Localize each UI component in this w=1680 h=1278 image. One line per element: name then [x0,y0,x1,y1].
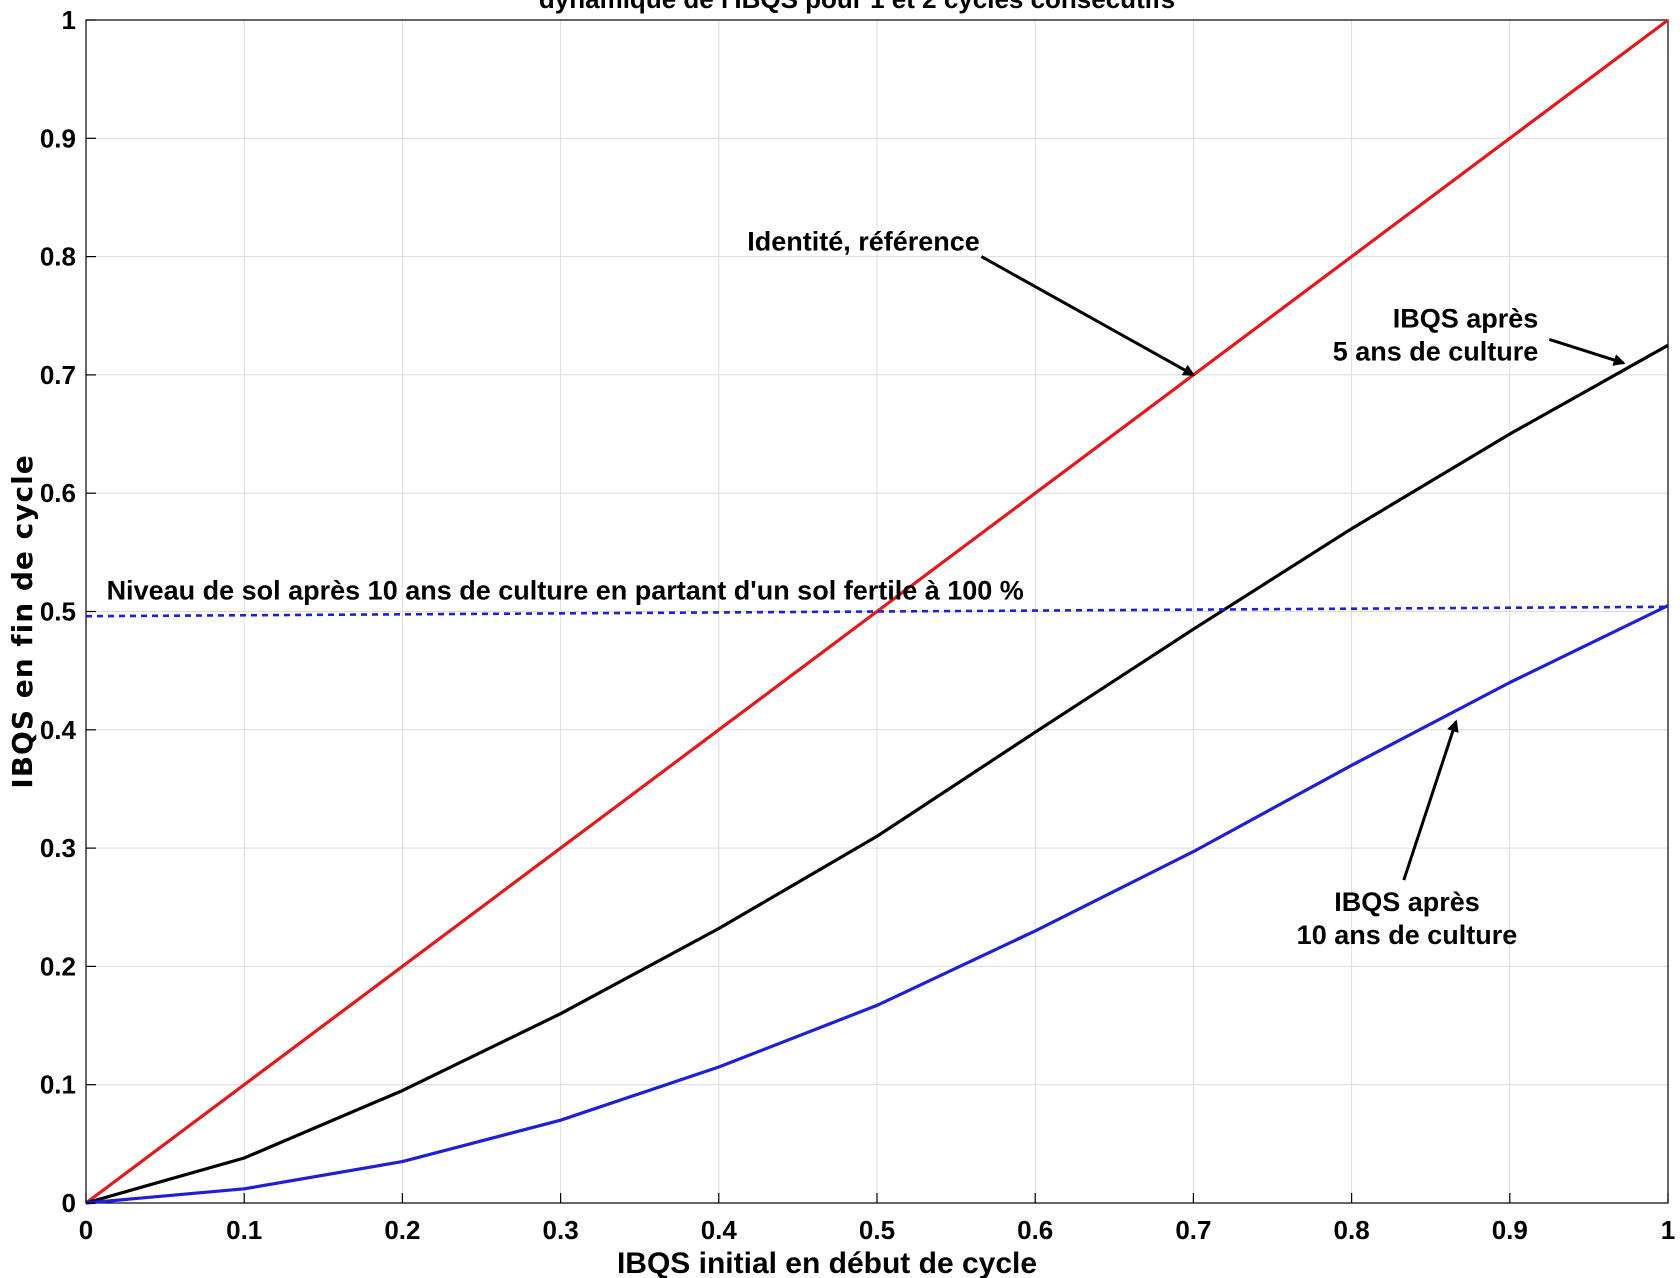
y-tick-label: 1 [62,5,76,35]
y-tick-label: 0.1 [40,1070,76,1100]
y-tick-label: 0.6 [40,478,76,508]
y-tick-label: 0.5 [40,597,76,627]
x-tick-label: 0 [79,1215,93,1245]
series-layer [85,18,1669,1205]
tick-labels: 0 0.1 0.2 0.3 0.4 0.5 0.6 0.7 0.8 0.9 1 0 0.1 0.2 0.3 0… [40,5,1675,1245]
x-tick-label: 0.2 [384,1215,420,1245]
x-tick-label: 1 [1661,1215,1675,1245]
annotation-text: IBQS après [1393,304,1539,334]
y-tick-label: 0.9 [40,123,76,153]
series-line-1 [85,343,1669,1205]
y-axis-label: IBQS en fin de cycle [6,454,39,788]
x-tick-label: 0.6 [1017,1215,1053,1245]
y-tick-label: 0.3 [40,833,76,863]
annotation-arrow [980,255,1196,377]
y-tick-label: 0.4 [40,715,77,745]
annotation-text: Niveau de sol après 10 ans de culture en… [107,576,1024,606]
y-tick-label: 0.8 [40,242,76,272]
x-tick-label: 0.8 [1334,1215,1370,1245]
y-tick-label: 0.7 [40,360,76,390]
annotation-text: 10 ans de culture [1297,920,1518,950]
annotation-arrow [1548,337,1626,366]
annotation-text: 5 ans de culture [1333,337,1539,367]
annotation-text: IBQS après [1334,887,1480,917]
x-tick-label: 0.7 [1175,1215,1211,1245]
x-tick-label: 0.4 [701,1215,738,1245]
annotation-3: Niveau de sol après 10 ans de culture en… [107,576,1024,606]
annotation-0: Identité, référence [747,227,1196,377]
y-tick-label: 0.2 [40,951,76,981]
annotation-text: Identité, référence [747,227,980,257]
x-tick-label: 0.5 [859,1215,895,1245]
x-axis-label: IBQS initial en début de cycle [617,1247,1037,1278]
annotation-arrow [1402,719,1459,881]
x-tick-label: 0.9 [1492,1215,1528,1245]
x-tick-label: 0.3 [543,1215,579,1245]
x-tick-label: 0.1 [226,1215,262,1245]
chart-title: dynamique de l'IBQS pour 1 et 2 cycles c… [539,0,1175,14]
y-tick-label: 0 [62,1188,76,1218]
series-line-0 [85,18,1669,1205]
series-line-2 [85,604,1669,1205]
